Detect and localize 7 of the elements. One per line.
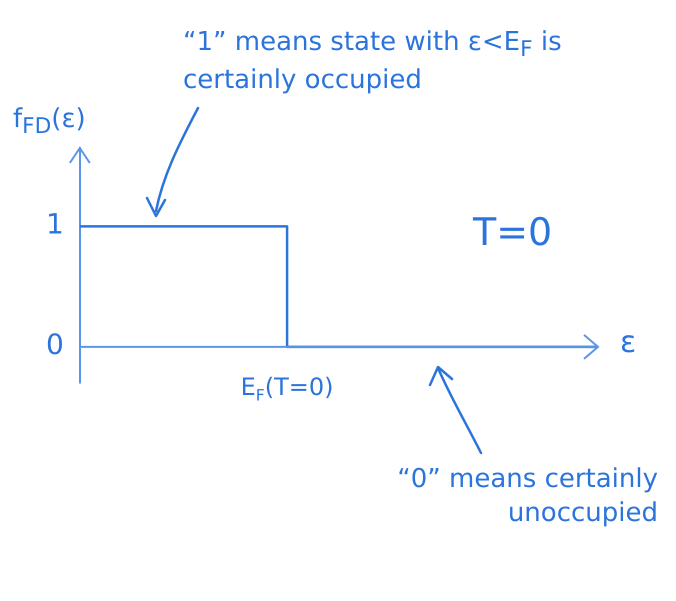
text: “0” means certainly unoccupied: [396, 463, 658, 530]
text: “1” means state with ε<E$_{F}$ is certainly occupied: [183, 27, 562, 96]
y-axis-title: f$_{FD}$(ε): [13, 103, 86, 142]
y-tick-label: 1: [46, 208, 64, 241]
y-tick-label: 0: [46, 328, 64, 362]
x-axis-title: ε: [620, 324, 636, 362]
annotation: T=0: [473, 209, 552, 256]
